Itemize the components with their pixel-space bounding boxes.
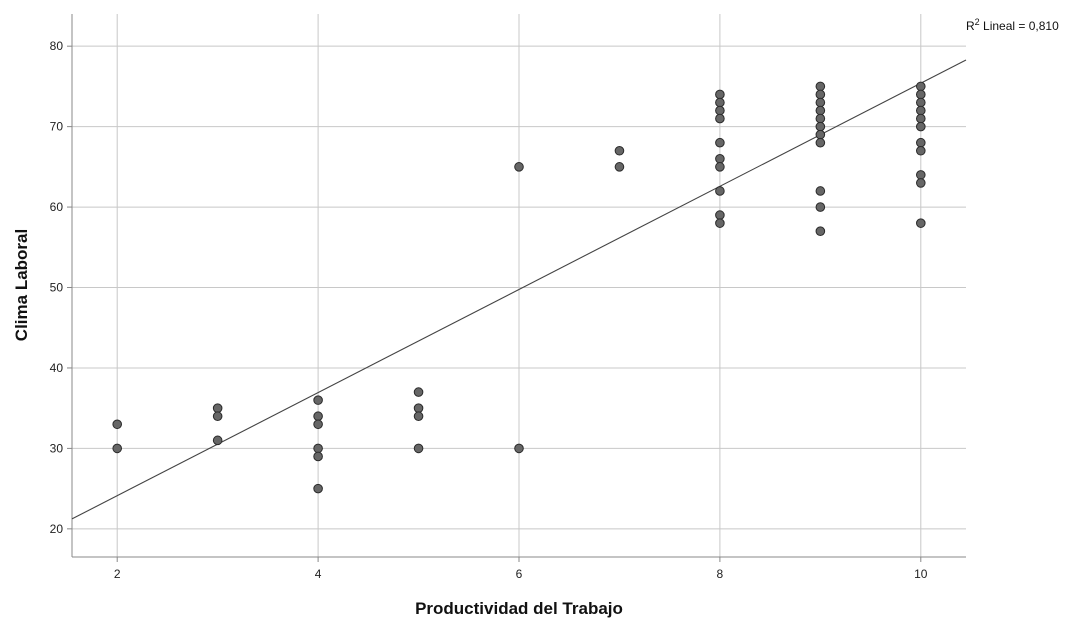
data-point-41 — [915, 89, 926, 100]
y-axis-title: Clima Laboral — [12, 229, 31, 341]
data-point-10 — [313, 483, 323, 494]
data-point-45 — [915, 121, 926, 132]
x-tick-label-6: 6 — [516, 567, 523, 581]
data-point-14 — [413, 443, 424, 454]
y-tick-label-80: 80 — [50, 39, 64, 53]
data-point-48 — [915, 170, 926, 180]
data-point-27 — [715, 210, 725, 220]
y-tick-label-40: 40 — [50, 361, 64, 375]
y-tick-label-20: 20 — [50, 522, 64, 536]
data-point-2 — [212, 403, 223, 413]
data-point-22 — [715, 113, 725, 124]
data-point-38 — [815, 202, 826, 212]
data-point-50 — [915, 218, 926, 228]
r-squared-value: 0,810 — [1029, 19, 1059, 33]
data-point-7 — [313, 419, 323, 430]
data-point-32 — [815, 105, 826, 116]
data-point-12 — [413, 403, 424, 413]
data-point-36 — [815, 137, 826, 148]
data-point-15 — [514, 162, 524, 172]
y-tick-label-50: 50 — [50, 281, 64, 295]
y-tick-label-30: 30 — [50, 441, 64, 455]
data-point-34 — [815, 121, 826, 132]
y-tick-label-70: 70 — [50, 120, 64, 134]
tick-labels: 20 30 40 50 60 70 80 2 4 6 8 10 — [50, 39, 928, 581]
data-point-35 — [815, 129, 826, 140]
data-point-33 — [815, 113, 826, 124]
data-points — [112, 81, 926, 494]
data-point-18 — [614, 162, 625, 172]
grid-lines — [72, 14, 966, 557]
data-point-17 — [614, 145, 625, 156]
data-point-29 — [815, 81, 826, 92]
data-point-4 — [212, 435, 223, 446]
axes — [67, 14, 966, 562]
data-point-39 — [815, 226, 826, 236]
data-point-47 — [915, 145, 926, 156]
data-point-25 — [715, 162, 725, 172]
data-point-16 — [514, 443, 524, 454]
x-tick-label-2: 2 — [114, 567, 121, 581]
data-point-30 — [815, 89, 826, 100]
data-point-44 — [915, 113, 926, 124]
data-point-43 — [915, 105, 926, 116]
data-point-9 — [313, 451, 323, 462]
x-tick-label-10: 10 — [914, 567, 928, 581]
data-point-46 — [915, 137, 926, 148]
data-point-8 — [313, 443, 323, 454]
x-tick-label-4: 4 — [315, 567, 322, 581]
x-axis-title: Productividad del Trabajo — [415, 599, 623, 618]
r-squared-superscript: 2 — [975, 17, 980, 27]
data-point-19 — [715, 89, 725, 100]
x-tick-label-8: 8 — [717, 567, 724, 581]
r-squared-symbol: R — [966, 19, 975, 33]
data-point-40 — [915, 81, 926, 92]
data-point-31 — [815, 97, 826, 108]
data-point-1 — [112, 443, 123, 454]
data-point-42 — [915, 97, 926, 108]
r-squared-equals: = — [1015, 19, 1029, 33]
data-point-13 — [413, 411, 424, 422]
fit-line-label: Lineal — [983, 19, 1015, 33]
data-point-11 — [413, 387, 424, 397]
data-point-24 — [715, 154, 725, 164]
data-point-6 — [313, 411, 323, 422]
r-squared-annotation: R2 Lineal = 0,810 — [966, 17, 1059, 33]
data-point-26 — [715, 186, 725, 196]
data-point-49 — [915, 178, 926, 188]
data-point-28 — [715, 218, 725, 228]
data-point-5 — [313, 395, 323, 405]
data-point-21 — [715, 105, 725, 116]
y-tick-label-60: 60 — [50, 200, 64, 214]
data-point-0 — [112, 419, 123, 430]
data-point-23 — [715, 137, 725, 148]
data-point-37 — [815, 186, 826, 196]
data-point-20 — [715, 97, 725, 108]
data-point-3 — [212, 411, 223, 422]
